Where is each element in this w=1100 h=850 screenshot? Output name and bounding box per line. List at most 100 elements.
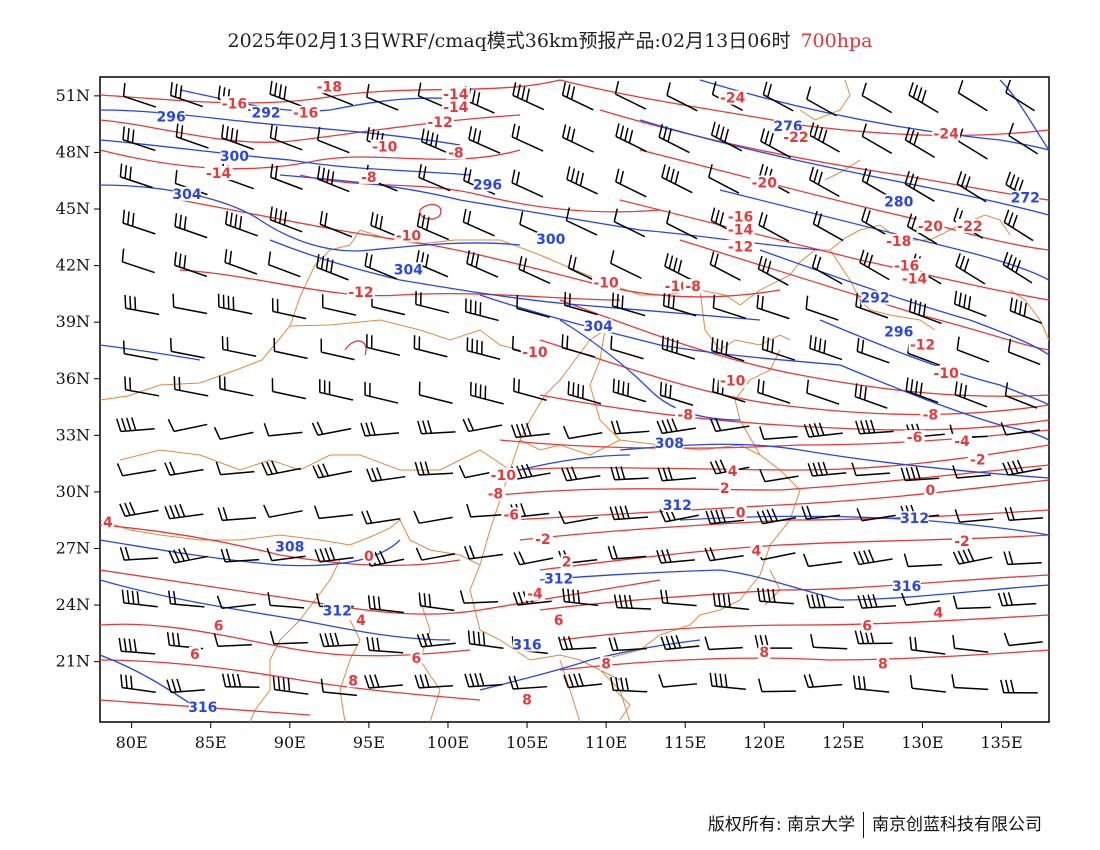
height-label-bg — [188, 699, 217, 714]
temperature-label-bg — [908, 337, 937, 352]
map-title: 2025年02月13日WRF/cmaq模式36km预报产品:02月13日06时 7… — [0, 26, 1100, 53]
wind-barb — [319, 632, 358, 648]
wind-barb — [806, 86, 837, 117]
wind-barb — [316, 165, 350, 193]
map-frame — [99, 76, 1050, 723]
temperature-label: -12 — [728, 240, 753, 256]
wind-barb — [167, 590, 205, 608]
wind-barb — [511, 463, 551, 480]
wind-barb — [661, 335, 696, 360]
temperature-label-bg — [600, 656, 613, 671]
wind-barb — [852, 675, 890, 693]
wind-barb — [169, 82, 204, 108]
wind-barb — [909, 674, 946, 693]
temperature-label: 4 — [356, 613, 366, 629]
temperature-label-bg — [781, 130, 810, 145]
wind-barb — [956, 336, 990, 363]
temperature-label: 0 — [926, 483, 936, 499]
lon-tick-label: 100E — [427, 733, 469, 752]
wind-barb — [320, 678, 358, 697]
height-label-bg — [473, 177, 502, 192]
temperature-label: -22 — [957, 219, 982, 235]
height-contours — [100, 79, 1049, 711]
height-label: 312 — [663, 498, 692, 514]
wind-barb — [263, 422, 303, 437]
wind-barb — [469, 381, 504, 405]
wind-barb — [657, 466, 697, 482]
wind-barb — [122, 209, 156, 235]
temperature-label-bg — [726, 222, 755, 237]
temperature-label: 6 — [862, 619, 872, 635]
wind-barb — [467, 630, 504, 649]
wind-barb — [118, 637, 156, 655]
wind-barb — [414, 674, 453, 689]
copyright-nju: 版权所有: 南京大学 — [707, 815, 855, 835]
wind-barb — [561, 124, 594, 153]
wind-barb — [513, 377, 547, 401]
wind-barb — [561, 82, 594, 111]
temperature-label: -8 — [488, 487, 504, 503]
wind-barb — [164, 503, 204, 520]
temperature-label: 0 — [364, 549, 374, 565]
temperature-label: -16 — [222, 96, 247, 112]
temperature-label-bg — [726, 239, 755, 254]
wind-barb — [561, 466, 601, 482]
temperature-label: -16 — [894, 258, 919, 274]
wind-barb — [563, 673, 603, 689]
wind-barb — [566, 166, 598, 195]
wind-barb — [1000, 422, 1040, 436]
height-label-bg — [1011, 190, 1040, 205]
temperature-label-bg — [347, 673, 360, 688]
wind-barb — [952, 634, 989, 653]
wind-barb — [364, 674, 403, 689]
temperature-label-bg — [718, 481, 731, 496]
wind-barb — [802, 553, 843, 568]
wind-barb — [856, 508, 896, 522]
wind-barb — [757, 379, 791, 404]
height-label: 312 — [323, 604, 352, 620]
wind-barb — [561, 334, 596, 358]
wind-barb — [366, 467, 406, 483]
wind-barb — [417, 420, 456, 435]
wind-barb — [1008, 122, 1039, 155]
height-label: 292 — [860, 291, 889, 307]
wind-barb — [660, 635, 700, 651]
wind-barb — [518, 255, 551, 285]
lat-tick-label: 51N — [56, 86, 90, 105]
height-label-bg — [663, 498, 692, 512]
wind-barb — [710, 417, 750, 433]
wind-barb — [952, 548, 993, 565]
wind-barb — [613, 208, 646, 238]
wind-barb — [562, 425, 603, 440]
temperature-label-bg — [750, 175, 779, 190]
temperature-label-bg — [441, 100, 470, 115]
height-label: 312 — [544, 572, 573, 588]
wind-barb — [418, 164, 451, 192]
wind-barb — [364, 381, 399, 404]
wind-barb — [124, 294, 160, 316]
temperature-label: 0 — [736, 506, 746, 522]
wind-barb — [463, 545, 504, 560]
wind-barb — [904, 127, 936, 158]
temperature-label: -8 — [361, 170, 377, 186]
wind-barb — [1004, 506, 1044, 521]
wind-barb — [856, 338, 890, 364]
height-label: 316 — [188, 700, 217, 716]
temperature-label-bg — [354, 613, 367, 628]
temperature-label-bg — [358, 169, 379, 184]
wind-barb — [615, 123, 647, 153]
wind-barb — [905, 377, 939, 404]
wind-barb — [464, 672, 503, 688]
wind-barb — [516, 294, 550, 319]
wind-barb — [116, 417, 155, 433]
height-label: 296 — [473, 177, 502, 193]
wind-barb — [709, 251, 741, 281]
temperature-label: -16 — [293, 106, 318, 122]
wind-barb — [366, 636, 404, 654]
wind-barb — [366, 83, 399, 111]
wind-barb — [661, 164, 693, 194]
wind-barb — [801, 505, 841, 520]
height-label-bg — [252, 105, 281, 120]
wind-barb — [213, 426, 254, 441]
wind-barb — [312, 463, 352, 479]
